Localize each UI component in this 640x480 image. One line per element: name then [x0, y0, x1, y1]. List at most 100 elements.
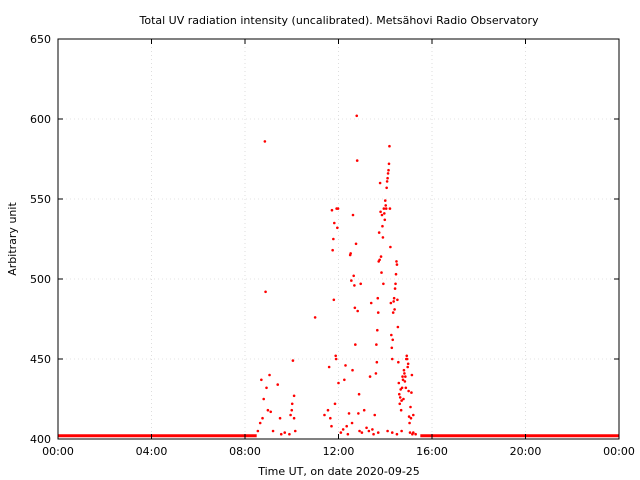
data-point — [389, 245, 392, 249]
data-point — [269, 410, 273, 414]
data-point — [323, 413, 326, 417]
data-point — [380, 271, 383, 274]
data-point — [399, 408, 403, 412]
y-tick-label: 450 — [30, 353, 51, 366]
data-point — [378, 181, 382, 185]
data-point — [369, 301, 373, 305]
data-point — [266, 408, 270, 412]
data-point — [398, 402, 402, 406]
data-point — [343, 378, 346, 382]
data-point — [334, 354, 337, 358]
data-point — [402, 368, 406, 372]
data-point — [376, 296, 380, 300]
data-point — [351, 213, 355, 217]
data-point — [329, 416, 332, 420]
data-point — [381, 236, 385, 239]
data-point — [344, 364, 347, 367]
data-point — [383, 218, 387, 222]
data-point — [354, 242, 358, 246]
data-point — [375, 360, 379, 364]
data-point — [397, 392, 401, 396]
data-point — [403, 380, 407, 383]
data-point — [288, 432, 291, 436]
data-point — [326, 408, 330, 412]
data-point — [405, 354, 409, 358]
data-point — [292, 416, 296, 420]
data-point — [408, 431, 412, 434]
data-point — [332, 237, 335, 241]
data-point — [390, 333, 393, 337]
data-point — [346, 432, 350, 436]
data-point — [396, 325, 400, 329]
data-point — [333, 402, 337, 406]
data-point — [390, 346, 394, 350]
y-tick-label: 500 — [30, 273, 51, 286]
data-point — [377, 231, 381, 234]
data-point — [381, 224, 384, 228]
data-point — [261, 416, 264, 420]
data-point — [379, 210, 382, 214]
data-point — [386, 176, 389, 180]
data-point — [410, 373, 414, 377]
data-point — [337, 381, 340, 385]
data-point — [279, 432, 283, 436]
y-tick-label: 400 — [30, 433, 51, 446]
data-point — [412, 431, 415, 434]
data-point — [334, 357, 338, 361]
data-point — [400, 386, 404, 390]
data-point — [355, 114, 359, 118]
data-point — [330, 208, 334, 212]
data-point — [330, 424, 333, 428]
x-tick-label: 00:00 — [42, 445, 74, 458]
data-point — [394, 272, 398, 276]
data-point — [387, 162, 391, 166]
x-axis-ticks: 00:00 04:00 08:00 12:00 16:00 20:00 00:00 — [42, 39, 635, 458]
data-point — [385, 180, 389, 183]
data-point — [401, 378, 405, 382]
data-point — [347, 412, 351, 415]
data-point — [380, 213, 384, 217]
data-point — [414, 432, 417, 436]
data-point — [394, 282, 397, 286]
chart-title: Total UV radiation intensity (uncalibrat… — [139, 14, 539, 27]
x-tick-label: 20:00 — [510, 445, 542, 458]
data-point — [409, 405, 412, 409]
data-point — [403, 372, 406, 375]
data-point — [395, 432, 399, 436]
data-point — [336, 226, 339, 230]
data-point — [360, 431, 364, 434]
data-point — [276, 383, 280, 386]
data-point — [397, 360, 400, 364]
data-point — [353, 306, 357, 310]
data-point — [392, 296, 396, 300]
x-tick-label: 00:00 — [603, 445, 635, 458]
data-point — [265, 386, 268, 390]
data-point — [357, 412, 360, 415]
data-point — [383, 212, 386, 215]
data-point — [384, 204, 388, 207]
data-point — [260, 378, 263, 382]
data-point — [409, 416, 413, 420]
data-point — [386, 172, 390, 175]
data-point — [359, 282, 363, 286]
data-point — [387, 168, 390, 172]
data-point — [262, 397, 266, 401]
data-point — [352, 274, 355, 278]
data-point — [385, 186, 388, 190]
data-point — [379, 255, 383, 258]
data-point — [374, 372, 378, 375]
data-point — [293, 429, 297, 433]
data-point — [398, 396, 402, 399]
data-point — [388, 207, 392, 210]
data-point — [406, 365, 409, 369]
data-point — [376, 431, 380, 434]
data-point — [341, 428, 345, 431]
data-point — [378, 258, 381, 262]
data-point — [400, 399, 403, 402]
data-point — [391, 311, 395, 314]
y-tick-label: 600 — [30, 113, 51, 126]
data-point — [393, 287, 397, 290]
data-point — [402, 397, 405, 401]
